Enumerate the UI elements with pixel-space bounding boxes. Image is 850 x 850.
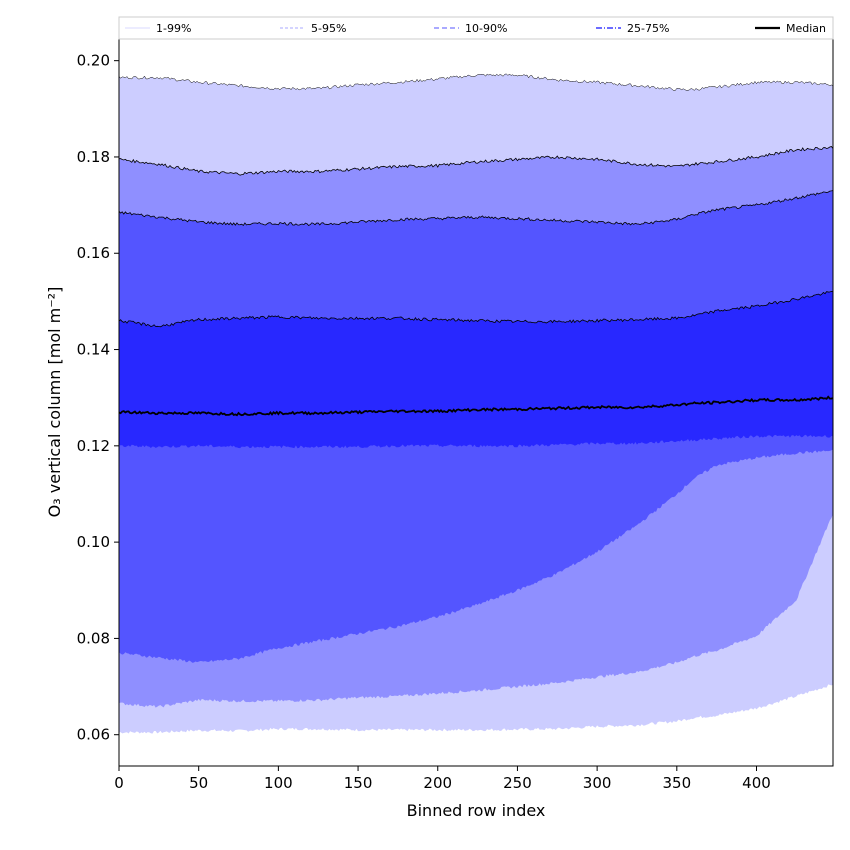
- band-upper-line-10-90%: [118, 190, 834, 227]
- y-tick-label: 0.06: [77, 726, 110, 744]
- y-tick-label: 0.14: [77, 341, 110, 359]
- legend-label-1-99%: 1-99%: [156, 22, 191, 35]
- band-upper-line-5-95%: [118, 145, 834, 176]
- y-tick-label: 0.20: [77, 52, 110, 70]
- y-axis: 0.06 0.08 0.10 0.12 0.14 0.16 0.18 0.20: [77, 52, 119, 744]
- band-boundary-lines: [118, 73, 834, 328]
- median-line: [118, 395, 834, 417]
- band-upper-line-25-75%: [118, 291, 834, 328]
- x-axis-title: Binned row index: [407, 801, 546, 820]
- x-tick-label: 100: [264, 774, 293, 792]
- x-tick-label: 300: [583, 774, 612, 792]
- x-tick-label: 0: [114, 774, 124, 792]
- legend: 1-99% 5-95% 10-90% 25-75% Median: [118, 16, 834, 40]
- y-axis-title: O₃ vertical column [mol m⁻²]: [45, 287, 64, 518]
- legend-box: [118, 16, 834, 40]
- x-axis: 0 50 100 150 200 250 300 350 400: [114, 766, 771, 792]
- legend-label-Median: Median: [786, 22, 826, 35]
- legend-label-10-90%: 10-90%: [465, 22, 507, 35]
- x-tick-label: 350: [662, 774, 691, 792]
- x-tick-label: 250: [503, 774, 532, 792]
- band-25-75%: [119, 291, 833, 449]
- y-tick-label: 0.08: [77, 629, 110, 647]
- x-tick-label: 400: [742, 774, 771, 792]
- y-tick-label: 0.10: [77, 533, 110, 551]
- x-tick-label: 200: [423, 774, 452, 792]
- x-tick-label: 150: [344, 774, 373, 792]
- legend-label-5-95%: 5-95%: [311, 22, 346, 35]
- legend-label-25-75%: 25-75%: [627, 22, 669, 35]
- x-tick-label: 50: [189, 774, 208, 792]
- median-line-group: [118, 395, 834, 417]
- y-tick-label: 0.18: [77, 148, 110, 166]
- band-upper-line-1-99%: [118, 73, 834, 91]
- y-tick-label: 0.12: [77, 437, 110, 455]
- percentile-bands: [119, 73, 833, 734]
- y-tick-label: 0.16: [77, 244, 110, 262]
